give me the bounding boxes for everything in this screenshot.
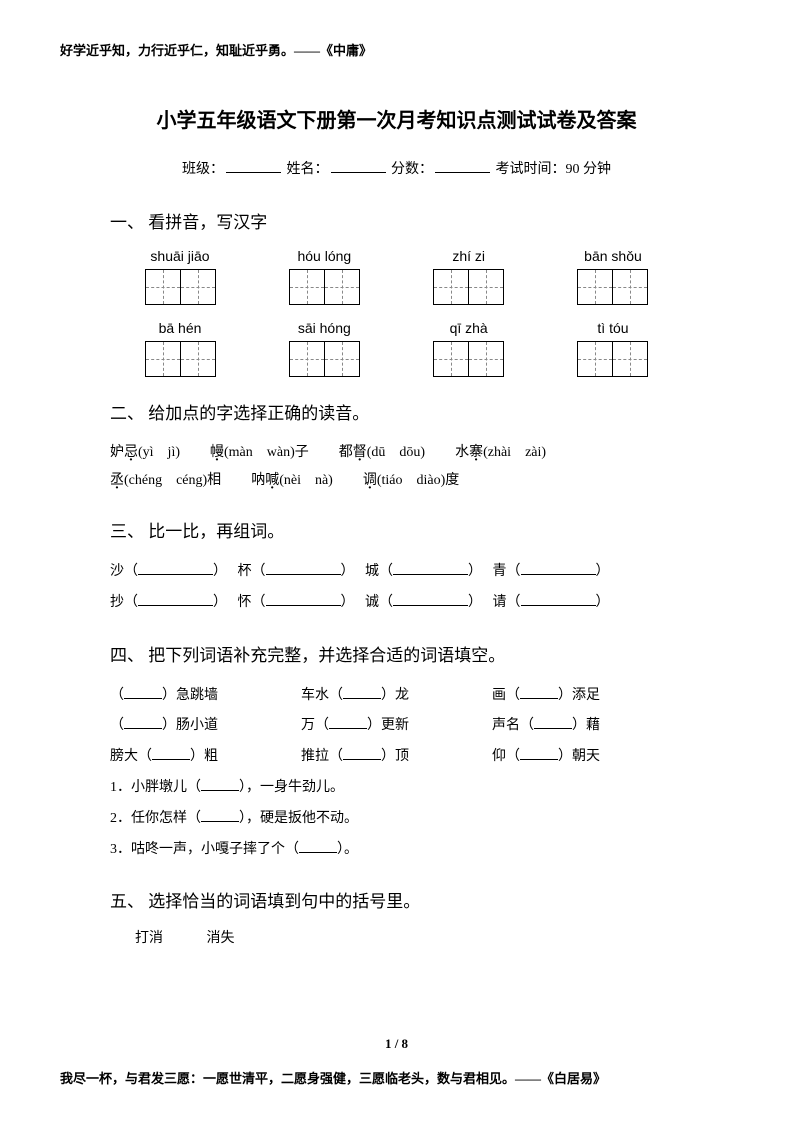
pinyin-text: tì tóu	[597, 320, 628, 336]
info-line: 班级： 姓名： 分数： 考试时间：90 分钟	[110, 158, 683, 178]
q2-item: 幔(màn wàn)子	[210, 439, 309, 467]
section-5-title: 五、 选择恰当的词语填到句中的括号里。	[110, 887, 683, 912]
document-title: 小学五年级语文下册第一次月考知识点测试试卷及答案	[110, 104, 683, 133]
pinyin-item: bān shǒu	[553, 248, 673, 305]
char-box-group[interactable]	[433, 341, 504, 377]
q3-line-1: 沙（） 杯（） 城（） 青（）	[110, 557, 683, 588]
q2-item: 水寨(zhài zài)	[455, 439, 546, 467]
q3-char: 青	[493, 564, 507, 579]
char-box-group[interactable]	[433, 269, 504, 305]
section-2-title: 二、 给加点的字选择正确的读音。	[110, 399, 683, 424]
q4-row: （）急跳墙 车水（）龙 画（）添足	[110, 681, 683, 712]
page-number: 1 / 8	[0, 1036, 793, 1052]
pinyin-text: bān shǒu	[584, 248, 642, 264]
name-blank[interactable]	[331, 172, 386, 173]
pinyin-text: bā hén	[159, 320, 202, 336]
q4-sentence: 3．咕咚一声，小嘎子摔了个（）。	[110, 835, 683, 866]
score-label: 分数：	[391, 162, 433, 177]
q3-char: 诚	[365, 595, 379, 610]
q3-char: 沙	[110, 564, 124, 579]
pinyin-text: zhí zi	[452, 248, 485, 264]
blank[interactable]	[521, 561, 596, 575]
class-label: 班级：	[182, 162, 224, 177]
blank[interactable]	[393, 561, 468, 575]
section-3-title: 三、 比一比，再组词。	[110, 517, 683, 542]
q4-sentence: 2．任你怎样（），硬是扳他不动。	[110, 804, 683, 835]
blank[interactable]	[124, 685, 162, 699]
q2-item: 调(tiáo diào)度	[363, 467, 459, 495]
blank[interactable]	[343, 685, 381, 699]
pinyin-row-2: bā hén sāi hóng qī zhà tì tóu	[110, 320, 683, 377]
q3-line-2: 抄（） 怀（） 诚（） 请（）	[110, 588, 683, 619]
name-label: 姓名：	[287, 162, 329, 177]
pinyin-item: qī zhà	[409, 320, 529, 377]
char-box-group[interactable]	[577, 269, 648, 305]
blank[interactable]	[329, 715, 367, 729]
char-box-group[interactable]	[289, 269, 360, 305]
blank[interactable]	[201, 777, 239, 791]
blank[interactable]	[266, 592, 341, 606]
q3-char: 杯	[238, 564, 252, 579]
q2-item: 都督(dū dōu)	[339, 439, 425, 467]
char-box-group[interactable]	[145, 341, 216, 377]
blank[interactable]	[393, 592, 468, 606]
pinyin-text: qī zhà	[450, 320, 488, 336]
q2-item: 呐喊(nèi nà)	[251, 467, 333, 495]
blank[interactable]	[520, 685, 558, 699]
blank[interactable]	[343, 746, 381, 760]
q4-row: （）肠小道 万（）更新 声名（）藉	[110, 711, 683, 742]
section-4-title: 四、 把下列词语补充完整，并选择合适的词语填空。	[110, 641, 683, 666]
blank[interactable]	[534, 715, 572, 729]
q3-char: 城	[365, 564, 379, 579]
q3-char: 抄	[110, 595, 124, 610]
time-label: 考试时间：90 分钟	[496, 162, 612, 177]
q2-content: 丞(chéng céng)相 呐喊(nèi nà) 调(tiáo diào)度	[110, 467, 683, 495]
q5-word: 消失	[207, 931, 235, 946]
char-box-group[interactable]	[145, 269, 216, 305]
q2-item: 丞(chéng céng)相	[110, 467, 221, 495]
q3-char: 怀	[238, 595, 252, 610]
pinyin-text: sāi hóng	[298, 320, 351, 336]
char-box-group[interactable]	[577, 341, 648, 377]
pinyin-item: shuāi jiāo	[120, 248, 240, 305]
pinyin-row-1: shuāi jiāo hóu lóng zhí zi bān shǒu	[110, 248, 683, 305]
content-area: 小学五年级语文下册第一次月考知识点测试试卷及答案 班级： 姓名： 分数： 考试时…	[60, 104, 733, 947]
blank[interactable]	[299, 839, 337, 853]
q2-item: 妒忌(yì jì)	[110, 439, 180, 467]
q5-words: 打消 消失	[110, 927, 683, 947]
pinyin-text: hóu lóng	[297, 248, 351, 264]
blank[interactable]	[124, 715, 162, 729]
footer-quote: 我尽一杯，与君发三愿：一愿世清平，二愿身强健，三愿临老头，数与君相见。——《白居…	[60, 1068, 733, 1087]
pinyin-item: sāi hóng	[264, 320, 384, 377]
pinyin-item: bā hén	[120, 320, 240, 377]
blank[interactable]	[521, 592, 596, 606]
class-blank[interactable]	[226, 172, 281, 173]
char-box-group[interactable]	[289, 341, 360, 377]
pinyin-item: tì tóu	[553, 320, 673, 377]
blank[interactable]	[266, 561, 341, 575]
q5-word: 打消	[135, 931, 163, 946]
q3-char: 请	[493, 595, 507, 610]
blank[interactable]	[152, 746, 190, 760]
blank[interactable]	[520, 746, 558, 760]
q2-content: 妒忌(yì jì) 幔(màn wàn)子 都督(dū dōu) 水寨(zhài…	[110, 439, 683, 467]
section-1-title: 一、 看拼音，写汉字	[110, 208, 683, 233]
blank[interactable]	[138, 592, 213, 606]
blank[interactable]	[201, 808, 239, 822]
score-blank[interactable]	[435, 172, 490, 173]
q4-sentence: 1．小胖墩儿（），一身牛劲儿。	[110, 773, 683, 804]
blank[interactable]	[138, 561, 213, 575]
pinyin-text: shuāi jiāo	[150, 248, 209, 264]
header-quote: 好学近乎知，力行近乎仁，知耻近乎勇。——《中庸》	[60, 40, 733, 59]
pinyin-item: zhí zi	[409, 248, 529, 305]
pinyin-item: hóu lóng	[264, 248, 384, 305]
q4-row: 膀大（）粗 推拉（）顶 仰（）朝天	[110, 742, 683, 773]
